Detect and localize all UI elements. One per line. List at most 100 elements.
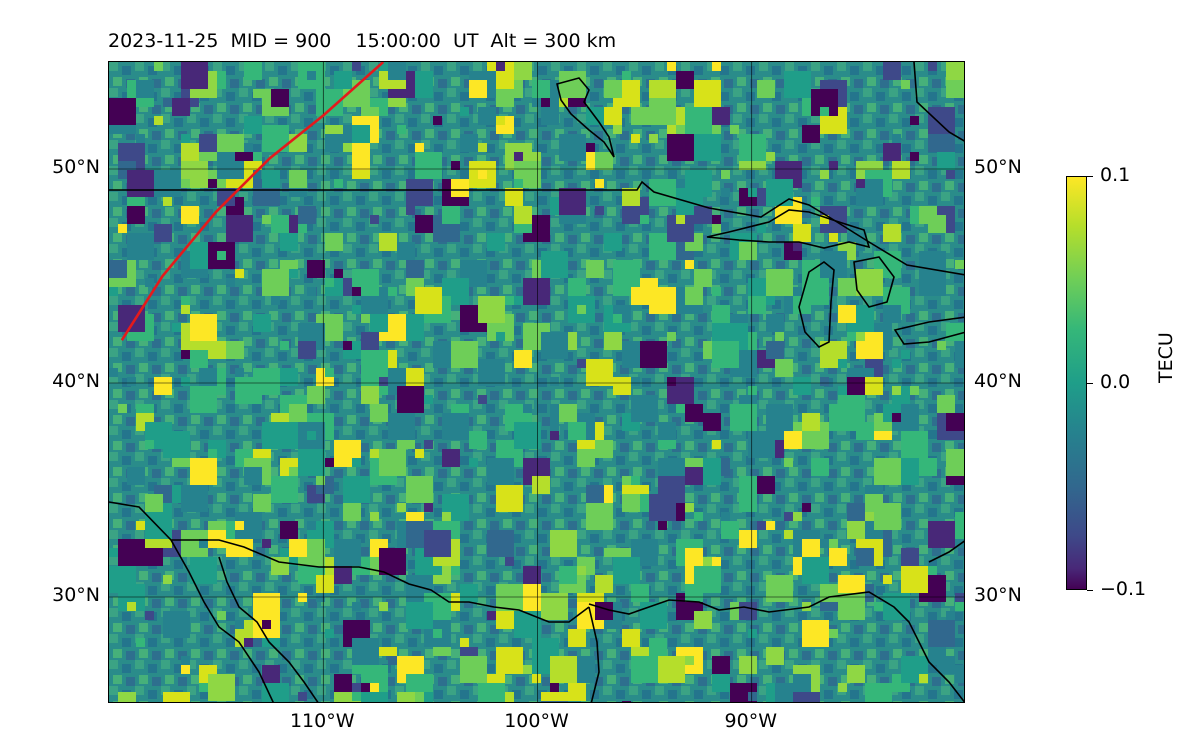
tec-pixel: [712, 341, 739, 368]
tec-pixel: [118, 539, 145, 566]
tec-pixel: [847, 377, 865, 395]
tec-pixel: [766, 521, 775, 530]
tec-pixel: [856, 269, 883, 296]
tec-pixel: [937, 395, 955, 413]
tec-anomaly-field: [109, 62, 964, 702]
tec-pixel: [181, 656, 190, 665]
tec-pixel: [748, 188, 757, 197]
tec-pixel: [451, 161, 460, 170]
tec-pixel: [352, 152, 370, 170]
tec-pixel: [694, 80, 721, 107]
colorbar-tick: [1087, 383, 1093, 385]
tec-pixel: [739, 602, 757, 620]
tec-pixel: [874, 503, 901, 530]
tec-pixel: [901, 80, 910, 89]
tec-pixel: [829, 629, 838, 638]
lake-superior: [706, 209, 871, 249]
tec-pixel: [244, 152, 253, 161]
tec-pixel: [262, 539, 271, 548]
tec-pixel: [496, 62, 505, 71]
tec-pixel: [334, 269, 343, 278]
tec-pixel: [379, 602, 388, 611]
tec-pixel: [469, 458, 478, 467]
tec-pixel: [766, 341, 784, 359]
canada-us-border: [109, 180, 964, 276]
tec-pixel: [631, 134, 640, 143]
tec-pixel: [901, 548, 919, 566]
tec-pixel: [244, 116, 262, 134]
tec-pixel: [307, 521, 316, 530]
tec-pixel: [235, 620, 244, 629]
tec-pixel: [226, 278, 235, 287]
satellite-track: [120, 62, 385, 341]
tec-pixel: [514, 152, 523, 161]
tec-pixel: [307, 431, 316, 440]
latitude-label-right: 40°N: [974, 370, 1022, 392]
tec-pixel: [415, 449, 424, 458]
tec-pixel: [145, 494, 163, 512]
tec-pixel: [181, 206, 199, 224]
tec-pixel: [271, 89, 289, 107]
tec-pixel: [766, 269, 793, 296]
tec-pixel: [190, 350, 208, 368]
tec-pixel: [379, 62, 388, 71]
tec-pixel: [784, 71, 811, 98]
tec-pixel: [604, 548, 613, 557]
tec-pixel: [712, 557, 721, 566]
tec-pixel: [253, 638, 262, 647]
colorbar-tick-label: −0.1: [1100, 578, 1147, 600]
tec-pixel: [811, 458, 829, 476]
tec-pixel: [478, 143, 487, 152]
tec-pixel: [667, 62, 676, 71]
tec-pixel: [766, 647, 784, 665]
tec-pixel: [190, 314, 217, 341]
tec-pixel: [253, 494, 271, 512]
tec-pixel: [352, 458, 361, 467]
tec-pixel: [640, 341, 667, 368]
tec-pixel: [505, 296, 514, 305]
tec-pixel: [685, 548, 703, 566]
tec-pixel: [334, 692, 361, 702]
mexico-gulf-coast: [588, 606, 600, 702]
tec-pixel: [424, 440, 433, 449]
tec-pixel: [568, 422, 586, 440]
tec-pixel: [712, 107, 730, 125]
tec-pixel: [523, 278, 550, 305]
tec-pixel: [901, 566, 928, 593]
tec-pixel: [685, 503, 694, 512]
tec-pixel: [199, 368, 217, 386]
tec-pixel: [118, 404, 127, 413]
tec-pixel: [289, 404, 307, 422]
tec-pixel: [640, 215, 649, 224]
tec-pixel: [388, 413, 415, 440]
tec-pixel: [748, 692, 757, 701]
tec-pixel: [838, 683, 847, 692]
tec-pixel: [307, 260, 325, 278]
tec-pixel: [820, 584, 838, 602]
tec-pixel: [136, 521, 145, 530]
tec-pixel: [892, 359, 901, 368]
tec-pixel: [460, 134, 478, 152]
tec-pixel: [793, 242, 802, 251]
tec-pixel: [469, 431, 487, 449]
tec-pixel: [586, 485, 604, 503]
tec-pixel: [685, 260, 694, 269]
tec-pixel: [127, 206, 145, 224]
tec-pixel: [424, 530, 451, 557]
tec-pixel: [316, 575, 334, 593]
tec-pixel: [478, 395, 487, 404]
map-title: 2023-11-25 MID = 900 15:00:00 UT Alt = 3…: [108, 30, 617, 52]
trajectory-line: [120, 62, 385, 341]
tec-pixel: [199, 539, 208, 548]
tec-pixel: [442, 449, 460, 467]
colorbar: [1066, 176, 1087, 590]
tec-pixel: [226, 539, 244, 557]
tec-pixel: [568, 683, 586, 701]
tec-pixel: [883, 593, 910, 620]
tec-pixel: [262, 422, 289, 449]
colorbar-tick: [1087, 590, 1093, 592]
tec-pixel: [496, 485, 523, 512]
tec-pixel: [676, 404, 685, 413]
tec-pixel: [919, 458, 937, 476]
tec-pixel: [802, 602, 811, 611]
